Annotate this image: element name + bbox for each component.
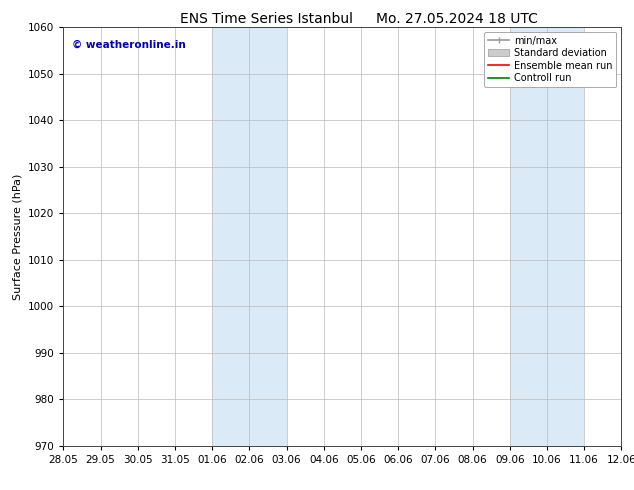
Text: ENS Time Series Istanbul: ENS Time Series Istanbul (180, 12, 353, 26)
Text: © weatheronline.in: © weatheronline.in (72, 40, 186, 49)
Bar (510, 27, 584, 446)
Bar (212, 27, 287, 446)
Y-axis label: Surface Pressure (hPa): Surface Pressure (hPa) (13, 173, 23, 299)
Legend: min/max, Standard deviation, Ensemble mean run, Controll run: min/max, Standard deviation, Ensemble me… (484, 32, 616, 87)
Text: Mo. 27.05.2024 18 UTC: Mo. 27.05.2024 18 UTC (375, 12, 538, 26)
